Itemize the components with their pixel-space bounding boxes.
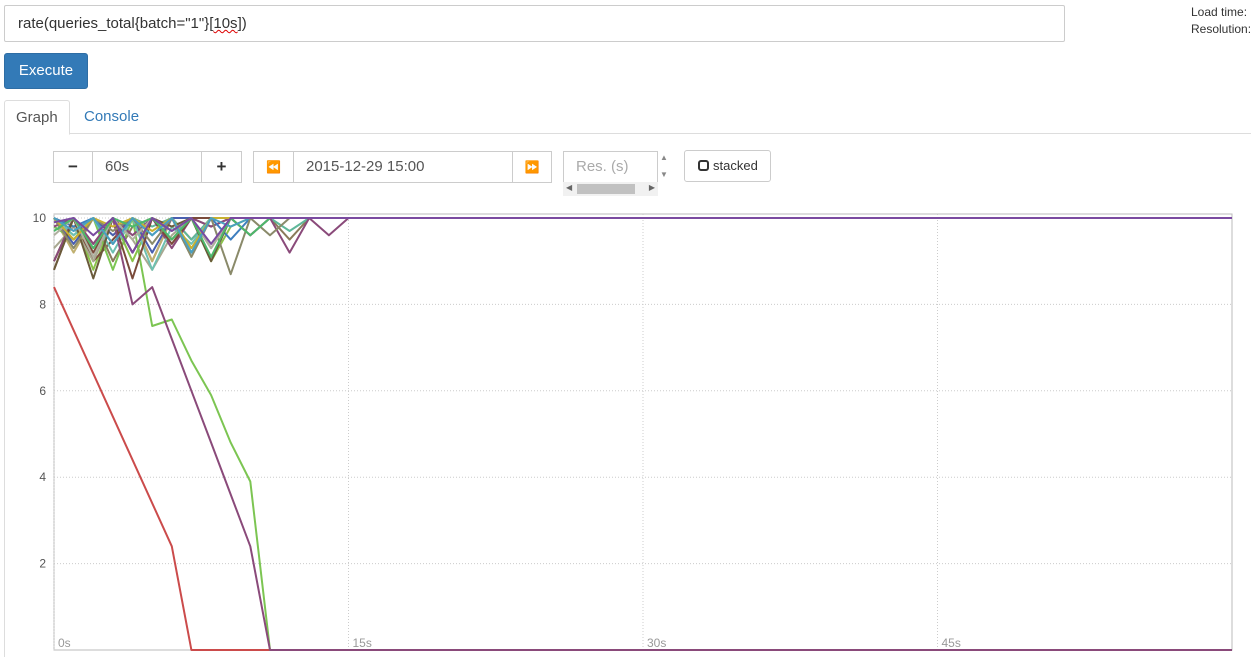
stacked-toggle-button[interactable]: stacked [684, 150, 771, 182]
scroll-left-icon[interactable]: ◀ [566, 183, 573, 192]
tab-console[interactable]: Console [84, 108, 140, 125]
graph-panel [4, 134, 1251, 657]
checkbox-icon [698, 160, 709, 171]
expression-input[interactable]: rate(queries_total{batch="1"}[10s]) [4, 5, 1065, 42]
scroll-right-icon[interactable]: ▶ [648, 183, 655, 192]
query-stats: Load time: Resolution: [1191, 4, 1251, 38]
expression-text: rate(queries_total{batch="1"}[ [18, 15, 214, 32]
stacked-label: stacked [713, 158, 758, 173]
spin-up-icon[interactable]: ▲ [660, 153, 668, 162]
resolution-label: Resolution: [1191, 22, 1251, 36]
spin-down-icon[interactable]: ▼ [660, 170, 668, 179]
fast-forward-icon[interactable]: ⏩ [512, 151, 552, 183]
range-increase-button[interactable]: + [201, 151, 242, 183]
resolution-input[interactable]: Res. (s) [563, 151, 658, 183]
horizontal-scrollbar[interactable]: ◀ ▶ [563, 182, 658, 196]
end-time-input[interactable]: 2015-12-29 15:00 [293, 151, 513, 183]
rewind-icon[interactable]: ⏪ [253, 151, 294, 183]
scroll-thumb[interactable] [577, 184, 635, 194]
tab-bar: Graph Console [4, 100, 1251, 135]
expression-misspelled-text: 10s [213, 15, 238, 32]
range-input[interactable]: 60s [92, 151, 202, 183]
execute-button[interactable]: Execute [4, 53, 88, 89]
load-time-label: Load time: [1191, 5, 1248, 19]
expression-text-end: ]) [237, 15, 247, 32]
tab-graph[interactable]: Graph [4, 100, 70, 135]
range-decrease-button[interactable]: − [53, 151, 93, 183]
